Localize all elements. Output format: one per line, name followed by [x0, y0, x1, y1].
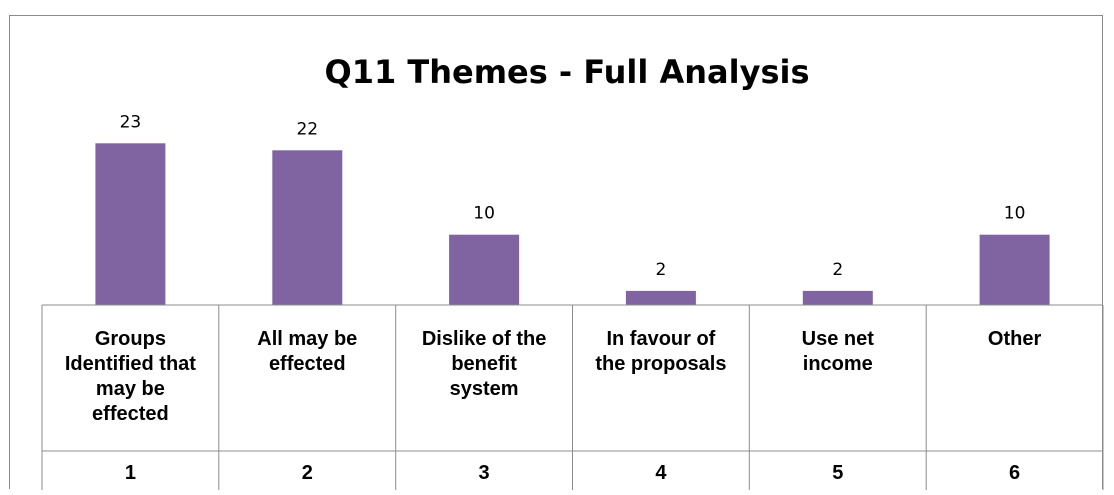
category-number: 1: [125, 462, 136, 484]
data-label: 10: [1004, 204, 1026, 224]
bar: [802, 290, 873, 305]
chart-frame: [9, 15, 1103, 489]
data-label: 2: [832, 260, 843, 280]
category-number: 5: [832, 462, 843, 484]
category-label: effected: [92, 403, 169, 425]
category-label: Identified that: [65, 353, 196, 375]
data-label: 2: [655, 260, 666, 280]
bar: [625, 290, 696, 305]
category-label: Groups: [95, 328, 166, 350]
bar: [449, 234, 520, 305]
data-label: 10: [473, 204, 495, 224]
category-label: Other: [988, 328, 1042, 350]
bar: [95, 143, 166, 305]
category-label: may be: [96, 378, 165, 400]
category-number: 3: [479, 462, 490, 484]
bar: [272, 150, 343, 305]
category-axis: Groups Identified that may be effected 1 All …: [41, 304, 1104, 490]
bar: [979, 234, 1050, 305]
category-label: Use net: [802, 328, 875, 350]
category-number: 2: [302, 462, 313, 484]
category-number: 4: [655, 462, 667, 484]
category-label: In favour of: [606, 328, 715, 350]
chart-title: Q11 Themes - Full Analysis: [325, 53, 810, 91]
category-number: 6: [1009, 462, 1020, 484]
category-label: system: [450, 378, 519, 400]
category-label: All may be: [257, 328, 357, 350]
category-label: income: [803, 353, 873, 375]
data-label: 23: [120, 112, 142, 132]
bars: [95, 143, 1050, 305]
category-label: Dislike of the: [422, 328, 546, 350]
category-label: effected: [269, 353, 346, 375]
category-label: benefit: [451, 353, 517, 375]
category-label: the proposals: [595, 353, 726, 375]
data-label: 22: [296, 119, 318, 139]
